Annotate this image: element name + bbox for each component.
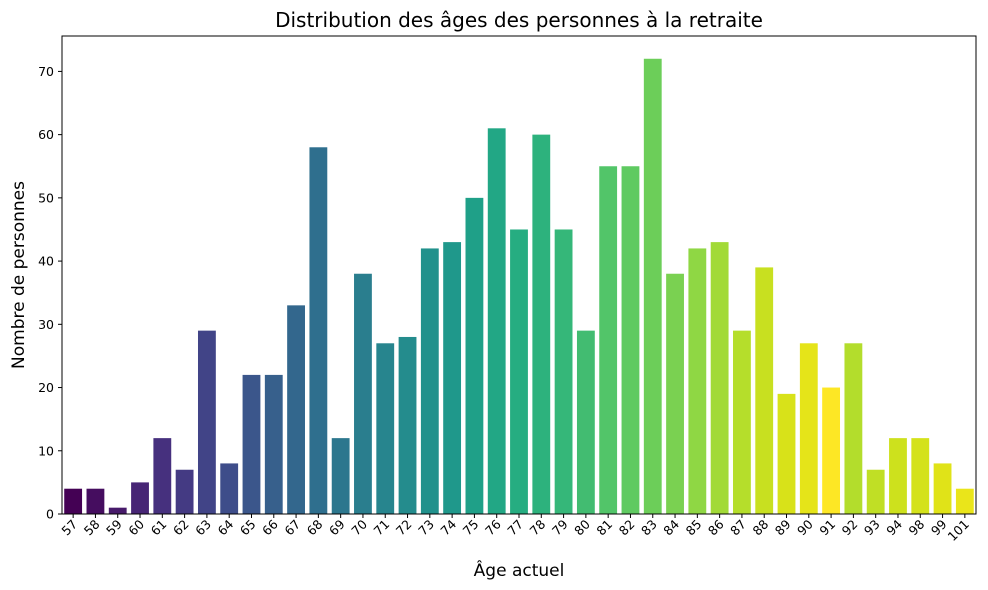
x-tick-label: 77 xyxy=(504,517,526,539)
x-tick-label: 73 xyxy=(415,517,437,539)
x-tick-label: 79 xyxy=(549,516,571,538)
plot-frame xyxy=(61,35,977,515)
x-tick-label: 63 xyxy=(192,517,214,539)
y-axis: 0 10 20 30 40 50 60 70 xyxy=(38,64,62,522)
bar-age-82 xyxy=(621,166,640,514)
x-axis-label: Âge actuel xyxy=(474,559,565,581)
bar-age-101 xyxy=(955,488,974,514)
x-tick-label: 67 xyxy=(281,517,303,539)
y-tick-label: 60 xyxy=(38,127,54,142)
bar-age-80 xyxy=(576,330,595,514)
x-tick-label: 85 xyxy=(683,517,705,539)
bar-age-59 xyxy=(108,507,127,514)
bar-age-61 xyxy=(153,438,172,514)
y-tick-label: 30 xyxy=(38,317,54,332)
x-tick-label: 94 xyxy=(883,516,905,538)
bar-age-78 xyxy=(532,134,551,514)
x-tick-label: 78 xyxy=(527,516,549,538)
x-tick-label: 65 xyxy=(237,517,259,539)
bar-age-71 xyxy=(376,343,395,514)
bar-age-58 xyxy=(86,488,105,514)
bar-age-66 xyxy=(264,374,283,514)
x-tick-label: 74 xyxy=(437,516,459,538)
x-tick-label: 59 xyxy=(103,516,125,538)
x-tick-label: 81 xyxy=(593,517,615,539)
x-tick-label: 89 xyxy=(772,516,794,538)
bar-age-94 xyxy=(889,438,907,514)
y-tick-label: 0 xyxy=(46,507,54,522)
x-tick-label: 84 xyxy=(660,516,682,538)
x-tick-label: 71 xyxy=(371,517,393,539)
x-tick-label: 62 xyxy=(170,517,192,539)
x-tick-label: 90 xyxy=(794,516,816,538)
bar-age-85 xyxy=(688,248,707,514)
bars-group xyxy=(64,58,974,515)
bar-age-81 xyxy=(599,166,618,514)
bar-age-88 xyxy=(755,267,774,514)
x-tick-label: 83 xyxy=(638,517,660,539)
bar-age-73 xyxy=(420,248,439,514)
bar-age-75 xyxy=(465,197,484,515)
bar-age-87 xyxy=(733,330,751,514)
y-tick-label: 20 xyxy=(38,380,54,395)
bar-age-86 xyxy=(710,242,729,514)
x-tick-label: 68 xyxy=(304,516,326,538)
x-tick-label: 60 xyxy=(125,516,147,538)
x-tick-label: 70 xyxy=(348,516,370,538)
x-tick-label: 93 xyxy=(861,517,883,539)
bar-age-92 xyxy=(844,343,863,514)
bar-age-89 xyxy=(777,393,796,514)
bar-age-72 xyxy=(398,336,417,514)
y-tick-label: 50 xyxy=(38,190,54,205)
bar-age-67 xyxy=(287,305,305,514)
x-tick-label: 58 xyxy=(81,516,103,538)
bar-age-77 xyxy=(510,229,528,515)
bar-age-91 xyxy=(822,387,841,514)
y-tick-label: 70 xyxy=(38,64,54,79)
x-tick-label: 61 xyxy=(148,517,170,539)
bar-age-63 xyxy=(197,330,216,514)
bar-age-84 xyxy=(666,273,684,514)
bar-age-90 xyxy=(799,343,818,514)
x-tick-label: 87 xyxy=(727,517,749,539)
bar-age-69 xyxy=(331,438,350,514)
x-tick-label: 88 xyxy=(749,516,771,538)
bar-age-83 xyxy=(643,58,662,514)
bar-age-57 xyxy=(64,488,83,514)
x-tick-label: 86 xyxy=(705,516,727,538)
y-axis-label: Nombre de personnes xyxy=(9,181,29,369)
bar-age-60 xyxy=(131,482,149,514)
bar-age-76 xyxy=(487,128,506,514)
bar-age-65 xyxy=(242,374,261,514)
bar-age-98 xyxy=(911,438,930,514)
y-tick-label: 10 xyxy=(38,443,54,458)
bar-age-74 xyxy=(443,242,462,514)
chart-title: Distribution des âges des personnes à la… xyxy=(275,8,763,32)
bar-age-93 xyxy=(866,469,885,514)
y-tick-label: 40 xyxy=(38,254,54,269)
x-axis: 57 58 59 60 61 62 63 64 65 66 67 68 69 70 71 72 73 74 75 76… xyxy=(58,514,972,544)
x-tick-label: 91 xyxy=(816,517,838,539)
x-tick-label: 69 xyxy=(326,516,348,538)
bar-age-70 xyxy=(354,273,372,514)
x-tick-label: 72 xyxy=(393,517,415,539)
x-tick-label: 82 xyxy=(616,517,638,539)
x-tick-label: 66 xyxy=(259,516,281,538)
x-tick-label: 80 xyxy=(571,516,593,538)
x-tick-label: 57 xyxy=(58,517,80,539)
x-tick-label: 98 xyxy=(906,516,928,538)
x-tick-label: 92 xyxy=(839,517,861,539)
bar-age-64 xyxy=(220,463,239,514)
bar-age-62 xyxy=(175,469,194,514)
bar-age-79 xyxy=(554,229,573,515)
x-tick-label: 101 xyxy=(944,517,971,544)
x-tick-label: 76 xyxy=(482,516,504,538)
bar-age-68 xyxy=(309,147,328,514)
bar-age-99 xyxy=(933,463,952,514)
x-tick-label: 64 xyxy=(214,516,236,538)
x-tick-label: 75 xyxy=(460,517,482,539)
